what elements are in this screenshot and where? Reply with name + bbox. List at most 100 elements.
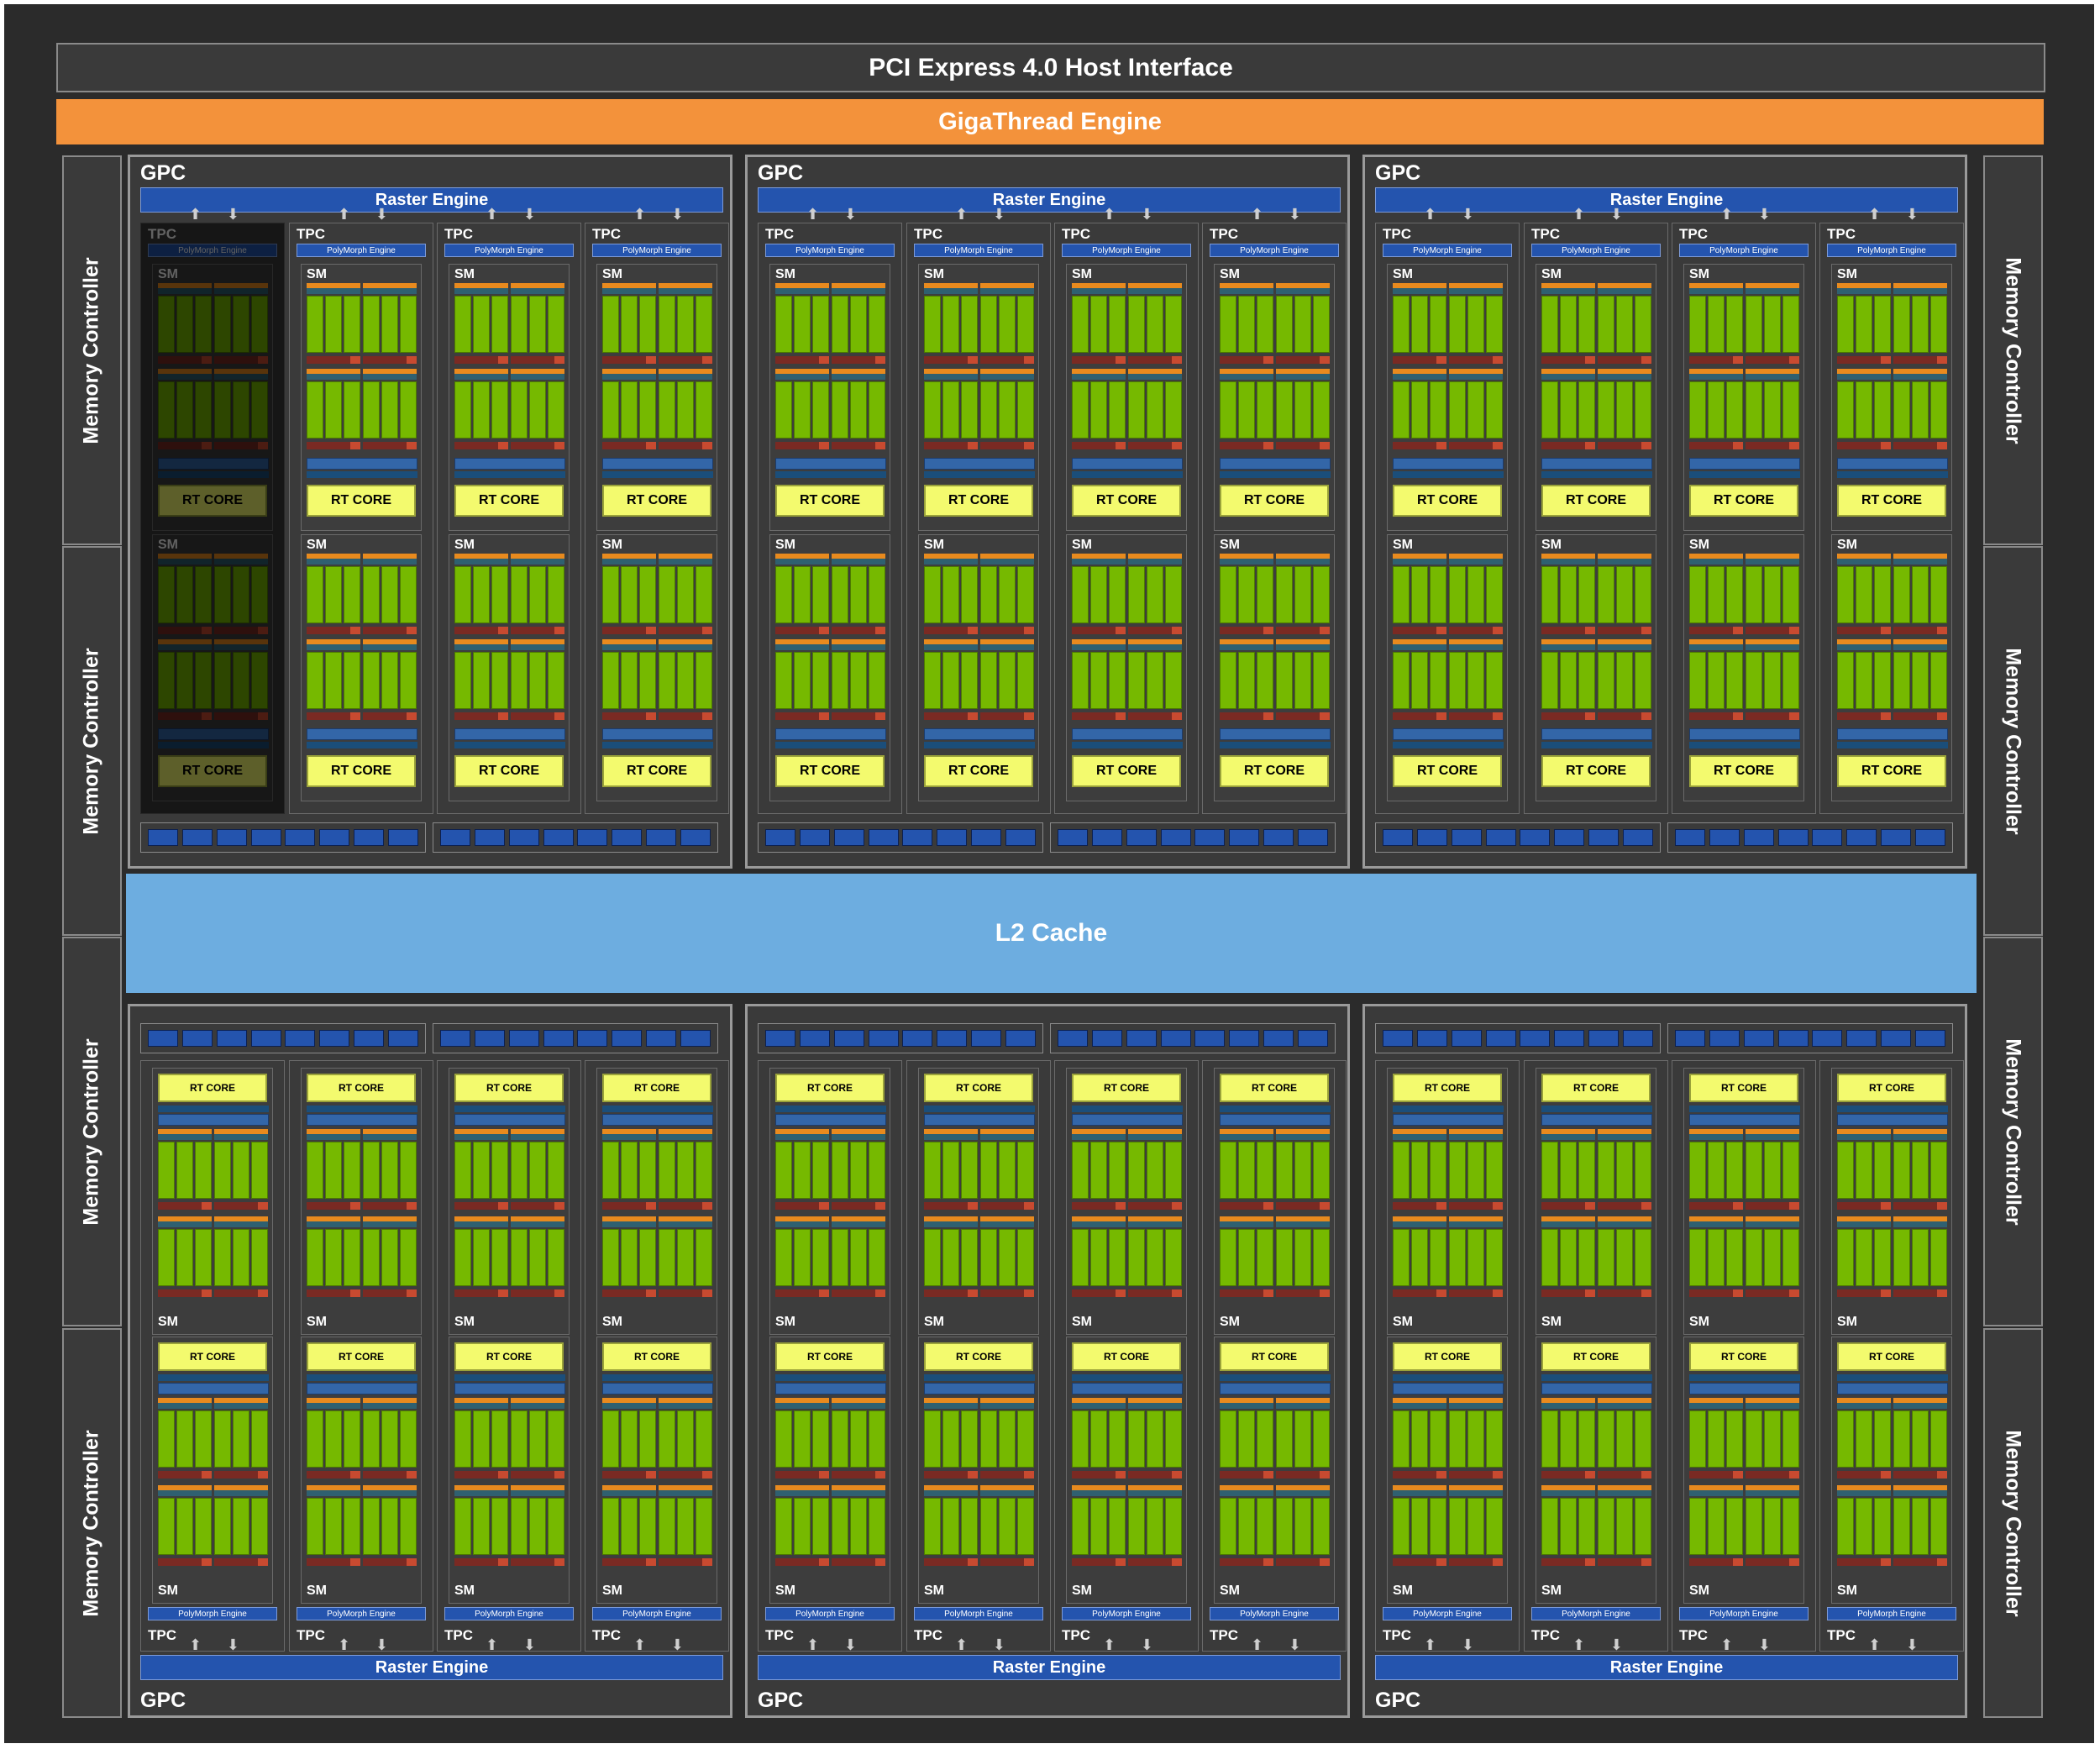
tpc-label: TPC: [148, 1627, 176, 1643]
sfu: [1116, 1202, 1126, 1210]
cuda-core: [307, 1410, 323, 1468]
load-store-units: [1128, 712, 1182, 720]
cuda-core: [400, 652, 417, 709]
cuda-core: [1541, 652, 1558, 709]
sm-label: SM: [775, 1584, 795, 1598]
load-store-units: [1893, 712, 1947, 720]
l1-cache-shared-memory: [602, 1383, 713, 1394]
cuda-core-array: [1893, 566, 1947, 623]
cuda-core: [158, 1142, 175, 1199]
cuda-core-array: [659, 652, 712, 709]
cuda-core: [924, 566, 941, 623]
cuda-core-array: [1276, 652, 1330, 709]
polymorph-engine: PolyMorph Engine: [1679, 244, 1809, 257]
register-file: [1893, 1403, 1947, 1409]
sm-processing-block: [1746, 554, 1799, 634]
load-store-units: [775, 627, 829, 634]
warp-scheduler: [1598, 1485, 1651, 1490]
cuda-core-array: [775, 1410, 829, 1468]
cuda-core: [1782, 1229, 1799, 1286]
cuda-core: [1467, 1142, 1484, 1199]
up-arrow-icon: ⬆: [806, 1636, 820, 1653]
register-file: [1893, 374, 1947, 380]
register-file: [980, 1403, 1034, 1409]
warp-scheduler: [1220, 1129, 1273, 1134]
load-store-units: [775, 1202, 829, 1210]
cuda-core: [1294, 1142, 1311, 1199]
cuda-core: [999, 296, 1016, 353]
texture-cache-unit: [1005, 829, 1036, 846]
cuda-core: [1782, 566, 1799, 623]
cuda-core-array: [775, 296, 829, 353]
gpc-label: GPC: [140, 1689, 186, 1712]
sm-processing-block: [1393, 369, 1446, 449]
polymorph-engine: PolyMorph Engine: [1062, 244, 1191, 257]
texture-units: [1220, 742, 1331, 748]
sfu: [1789, 442, 1799, 449]
cuda-core: [999, 1142, 1016, 1199]
sm-processing-block: [1689, 369, 1743, 449]
register-file: [1746, 1221, 1799, 1227]
register-file: [1541, 374, 1595, 380]
cuda-core: [1276, 652, 1293, 709]
cuda-core-array: [775, 1498, 829, 1555]
cuda-core: [775, 1498, 792, 1555]
register-file: [454, 374, 508, 380]
sfu: [1789, 1289, 1799, 1297]
cuda-core-array: [1393, 296, 1446, 353]
load-store-units: [1072, 627, 1126, 634]
load-store-units: [659, 1471, 712, 1479]
warp-scheduler: [1541, 1216, 1595, 1221]
cuda-core: [1635, 1498, 1651, 1555]
up-arrow-icon: ⬆: [1424, 206, 1437, 223]
cuda-core: [307, 1142, 323, 1199]
down-arrow-icon: ⬇: [1609, 206, 1623, 223]
cuda-core: [1578, 296, 1595, 353]
register-file: [511, 1134, 564, 1140]
sm-processing-block: [602, 369, 656, 449]
cuda-core: [1782, 1410, 1799, 1468]
cuda-core: [1276, 1229, 1293, 1286]
register-file: [1598, 1490, 1651, 1496]
cuda-core: [1109, 1498, 1126, 1555]
cuda-core: [1238, 381, 1255, 439]
cuda-core-array: [1072, 652, 1126, 709]
sm-label: SM: [1072, 1584, 1092, 1598]
load-store-units: [1746, 627, 1799, 634]
cuda-core: [1837, 381, 1854, 439]
sm-processing-block: [832, 1216, 885, 1297]
sm-processing-block: [602, 554, 656, 634]
load-store-units: [832, 627, 885, 634]
cuda-core: [942, 296, 959, 353]
warp-scheduler: [924, 1398, 978, 1403]
cuda-core: [942, 652, 959, 709]
load-store-units: [363, 712, 417, 720]
cuda-core: [307, 1498, 323, 1555]
sm-processing-block: [924, 369, 978, 449]
cuda-core-array: [1689, 652, 1743, 709]
down-arrow-icon: ⬇: [375, 206, 388, 223]
sm-label: SM: [1393, 1584, 1413, 1598]
warp-scheduler: [980, 554, 1034, 559]
sfu: [702, 356, 712, 364]
cuda-core-array: [1128, 296, 1182, 353]
cuda-core: [1147, 1229, 1163, 1286]
polymorph-engine: PolyMorph Engine: [914, 1607, 1043, 1620]
load-store-units: [1598, 1202, 1651, 1210]
cuda-core: [1165, 381, 1182, 439]
register-file: [1689, 559, 1743, 565]
cuda-core: [1764, 1229, 1781, 1286]
cuda-core-array: [454, 296, 508, 353]
sm-processing-block: [214, 1398, 268, 1479]
l1-cache-shared-memory: [307, 1114, 417, 1126]
cuda-core: [1635, 1410, 1651, 1468]
cuda-core: [233, 1410, 249, 1468]
sm-processing-block: [1837, 1216, 1891, 1297]
sm-processing-block: [158, 1216, 212, 1297]
cuda-core: [1930, 1229, 1947, 1286]
register-file: [602, 1490, 656, 1496]
cuda-core: [1541, 1229, 1558, 1286]
